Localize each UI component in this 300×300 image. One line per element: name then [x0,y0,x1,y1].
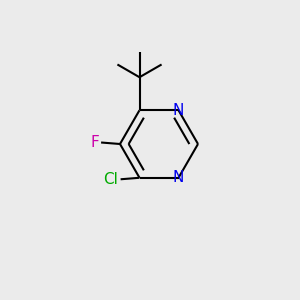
Text: N: N [173,103,184,118]
Text: F: F [90,135,99,150]
Text: Cl: Cl [103,172,118,187]
Text: N: N [173,170,184,185]
